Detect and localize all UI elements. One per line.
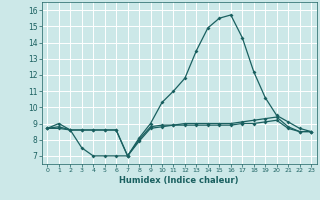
X-axis label: Humidex (Indice chaleur): Humidex (Indice chaleur) bbox=[119, 176, 239, 185]
